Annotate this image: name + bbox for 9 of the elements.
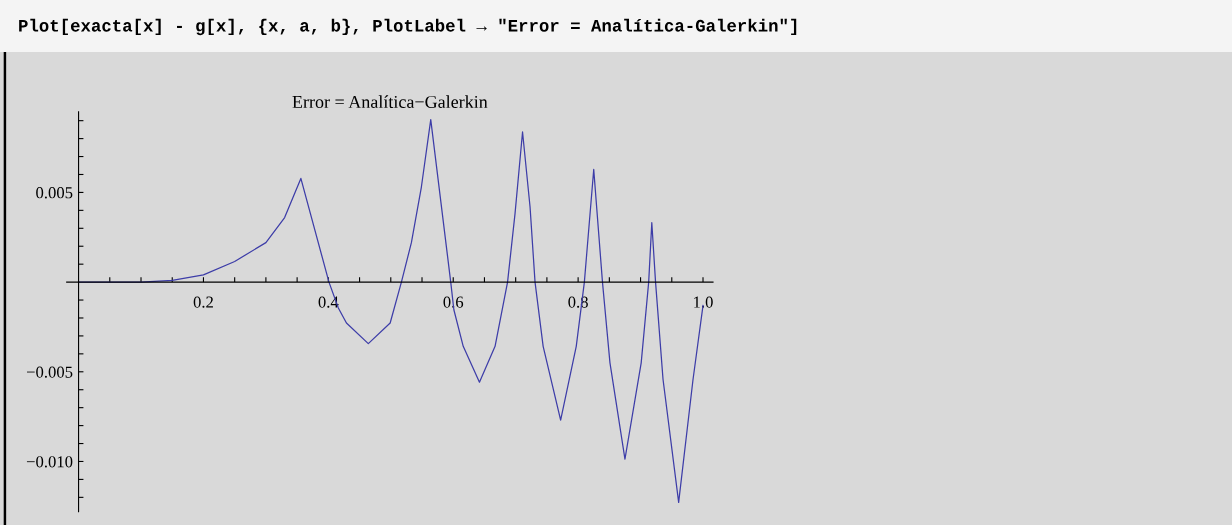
chart-title: Error = Analítica−Galerkin [292,95,488,109]
y-tick-label: −0.005 [26,366,73,378]
x-tick-label: 0.4 [318,296,339,308]
y-tick-label: −0.010 [26,456,73,468]
x-tick-label: 1.0 [694,296,713,308]
text: Plot[exacta[x] - g[x], {x, a, b}, PlotLabel → "Error = Analítica-Galerkin"] [19,18,797,36]
x-tick-label: 0.2 [193,296,213,308]
y-tick-label: 0.005 [36,187,73,199]
x-tick-label: 0.6 [443,296,464,308]
